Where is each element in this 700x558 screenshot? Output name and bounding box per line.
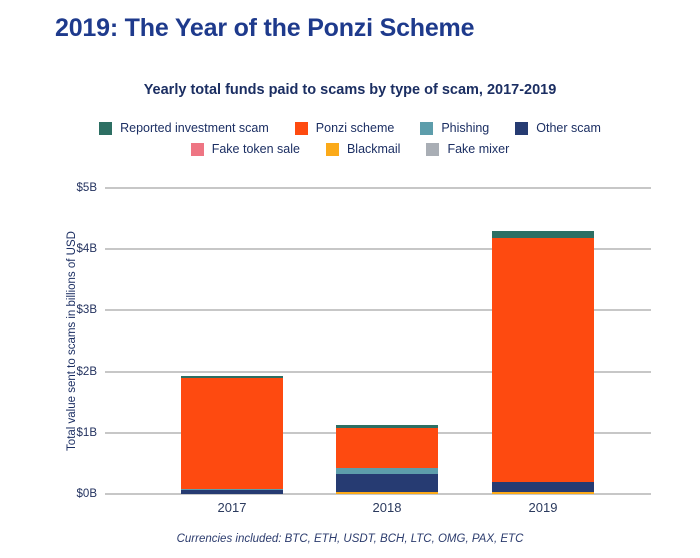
gridline-3b — [105, 309, 651, 312]
ponzi-scheme-swatch-icon — [294, 121, 308, 135]
bar-2017 — [181, 375, 283, 494]
bar-segment-2018-ponzi-scheme — [336, 427, 438, 469]
stacked-bar-plot-area: $0B $1B $2B $3B $4B $5B 2017 2018 2019 — [77, 182, 651, 515]
bar-segment-2018-other-scam — [336, 473, 438, 493]
bar-segment-2018-blackmail — [336, 492, 438, 494]
bar-segment-2017-phishing — [181, 488, 283, 490]
bar-2019 — [492, 230, 594, 494]
legend-row-2: Fake token sale Blackmail Fake mixer — [190, 142, 509, 156]
gridline-2b — [105, 370, 651, 373]
x-tick-label: 2017 — [217, 500, 247, 515]
y-tick-label: $3B — [76, 304, 97, 317]
legend-label: Other scam — [536, 121, 601, 135]
bar-segment-2019-reported-investment-scam — [492, 230, 594, 239]
bar-segment-2017-reported-investment-scam — [181, 375, 283, 378]
y-axis-label: Total value sent to scams in billions of… — [66, 231, 78, 451]
legend-item-fake-token-sale: Fake token sale — [190, 142, 300, 156]
legend-item-reported-investment-scam: Reported investment scam — [99, 121, 269, 135]
bar-segment-2018-reported-investment-scam — [336, 425, 438, 428]
legend-item-fake-mixer: Fake mixer — [426, 142, 509, 156]
reported-investment-scam-swatch-icon — [99, 121, 113, 135]
x-tick-label: 2019 — [528, 500, 558, 515]
blackmail-swatch-icon — [325, 142, 339, 156]
legend-item-ponzi-scheme: Ponzi scheme — [294, 121, 395, 135]
legend-label: Phishing — [441, 121, 490, 135]
bar-segment-2019-other-scam — [492, 481, 594, 493]
legend-label: Blackmail — [346, 142, 401, 156]
legend-item-blackmail: Blackmail — [325, 142, 401, 156]
legend-label: Fake token sale — [211, 142, 300, 156]
bar-segment-2019-blackmail — [492, 492, 594, 494]
y-tick-label: $0B — [76, 488, 97, 500]
bar-segment-2018-phishing — [336, 468, 438, 474]
bar-2018 — [336, 425, 438, 494]
legend-label: Fake mixer — [447, 142, 510, 156]
bar-segment-2017-ponzi-scheme — [181, 377, 283, 489]
fake-token-sale-swatch-icon — [190, 142, 204, 156]
chart-legend: Reported investment scam Ponzi scheme Phis… — [0, 121, 700, 156]
y-tick-label: $2B — [76, 365, 97, 378]
gridline-0b — [105, 493, 651, 495]
bar-segment-2017-other-scam — [181, 489, 283, 494]
y-tick-label: $1B — [76, 426, 97, 439]
fake-mixer-swatch-icon — [426, 142, 440, 156]
legend-row-1: Reported investment scam Ponzi scheme Phis… — [99, 121, 601, 135]
y-tick-label: $4B — [76, 243, 97, 256]
legend-item-phishing: Phishing — [420, 121, 489, 135]
page-title: 2019: The Year of the Ponzi Scheme — [55, 14, 475, 42]
chart-title: Yearly total funds paid to scams by type… — [143, 82, 557, 98]
legend-label: Reported investment scam — [120, 121, 269, 135]
legend-item-other-scam: Other scam — [515, 121, 601, 135]
y-tick-label: $5B — [76, 182, 97, 194]
bar-segment-2019-ponzi-scheme — [492, 238, 594, 482]
other-scam-swatch-icon — [515, 121, 529, 135]
gridline-5b — [105, 187, 651, 189]
gridline-4b — [105, 248, 651, 251]
chart-footnote: Currencies included: BTC, ETH, USDT, BCH… — [176, 533, 524, 545]
x-tick-label: 2018 — [372, 500, 402, 515]
phishing-swatch-icon — [420, 121, 434, 135]
legend-label: Ponzi scheme — [315, 121, 395, 135]
